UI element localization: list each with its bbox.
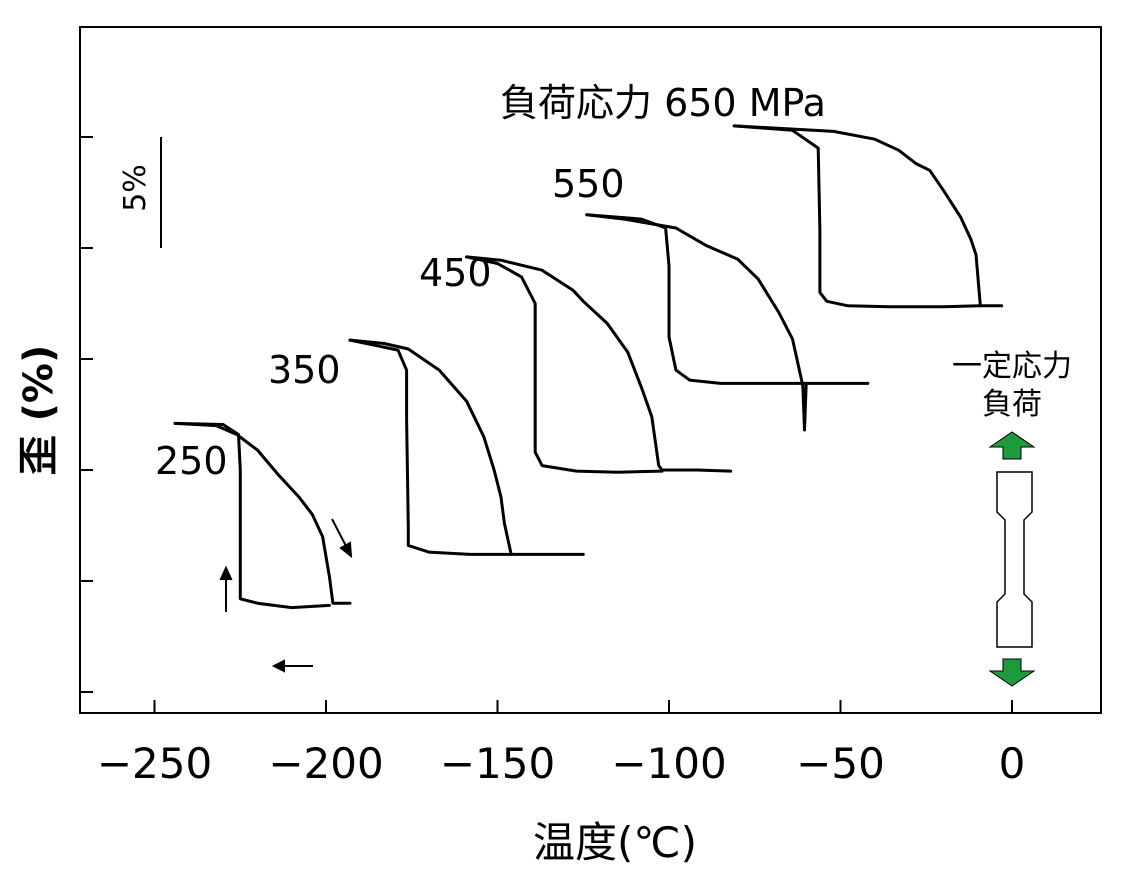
- curves: [173, 124, 1004, 610]
- series-650-cooling-line: [732, 124, 1004, 308]
- series-450-heating-line: [465, 255, 664, 474]
- series-650-heating-line: [732, 124, 982, 309]
- x-tick-label: −250: [97, 739, 212, 788]
- series-250-cooling-line: [173, 421, 352, 605]
- x-tick-label: −200: [268, 739, 383, 788]
- series-550-cooling-line: [585, 213, 870, 432]
- x-axis-ticks: −250 −200 −150 −100 −50 0: [97, 700, 1026, 788]
- series-350-cooling-line: [348, 338, 585, 556]
- series-550-heating-line: [585, 213, 808, 385]
- title-label: 負荷応力 650 MPa: [500, 81, 826, 125]
- series-450-cooling-line: [465, 255, 733, 473]
- series-label-350: 350: [268, 348, 341, 392]
- scale-bar-label: 5%: [118, 164, 153, 212]
- inset: 一定応力 負荷: [952, 349, 1072, 687]
- specimen-icon: [996, 471, 1033, 648]
- inset-line2: 負荷: [982, 387, 1042, 422]
- x-axis-label: 温度(℃): [533, 818, 697, 867]
- inset-line1: 一定応力: [952, 349, 1072, 384]
- series-350-heating-line: [348, 338, 513, 556]
- x-tick-label: −150: [440, 739, 555, 788]
- plot-frame: [79, 26, 1102, 714]
- down-load-arrow-icon: [988, 658, 1036, 687]
- y-axis-label: 歪 (%): [16, 345, 62, 476]
- heating-arrow: [271, 659, 313, 673]
- series-label-550: 550: [552, 162, 625, 206]
- series-label-250: 250: [155, 439, 228, 483]
- series-250-heating-line: [173, 421, 331, 610]
- x-tick-label: 0: [999, 739, 1026, 788]
- direction-arrows: [219, 518, 353, 673]
- up-arrow: [219, 565, 233, 612]
- series-label-450: 450: [419, 251, 492, 295]
- x-tick-label: −50: [796, 739, 885, 788]
- cooling-arrow: [331, 518, 353, 559]
- up-load-arrow-icon: [988, 431, 1036, 460]
- x-tick-label: −100: [611, 739, 726, 788]
- y-ticks: [80, 136, 93, 693]
